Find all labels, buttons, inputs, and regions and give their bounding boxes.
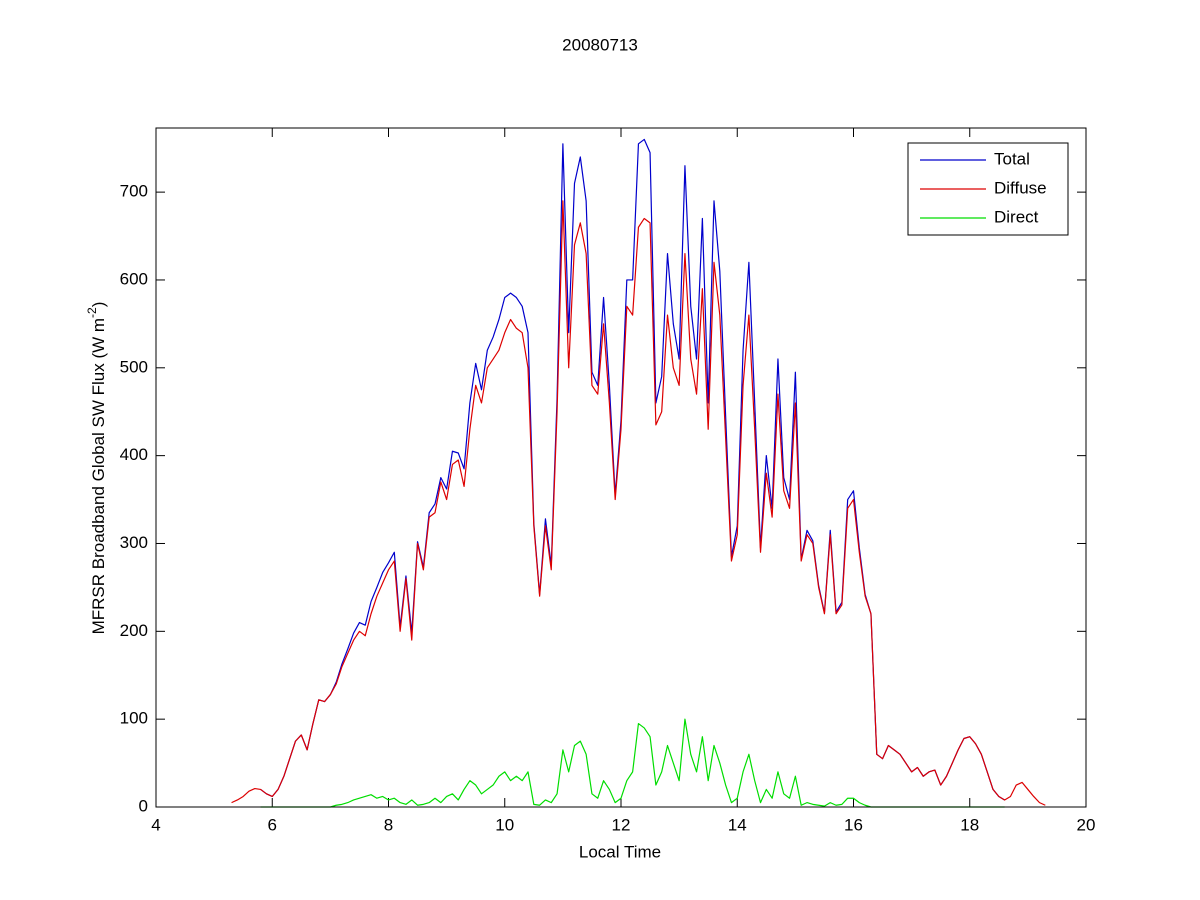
y-axis-label-close: ) [89,302,108,308]
y-tick-label: 600 [120,269,148,288]
y-tick-label: 700 [120,182,148,201]
x-tick-label: 20 [1077,815,1096,834]
x-tick-label: 16 [844,815,863,834]
y-tick-label: 500 [120,357,148,376]
x-tick-label: 8 [384,815,393,834]
x-tick-label: 10 [495,815,514,834]
data-line [231,200,1046,806]
y-tick-label: 200 [120,621,148,640]
y-tick-label: 0 [139,796,148,815]
x-tick-label: 18 [960,815,979,834]
x-tick-label: 4 [151,815,160,834]
y-tick-label: 100 [120,709,148,728]
x-axis-label: Local Time [579,842,661,861]
y-tick-label: 400 [120,445,148,464]
legend-label: Diffuse [994,178,1047,197]
axes-box [155,127,1087,808]
legend-label: Direct [994,207,1039,226]
x-tick-label: 12 [612,815,631,834]
y-axis-label-text: MFRSR Broadband Global SW Flux (W m [89,318,108,634]
chart-title: 20080713 [562,35,638,54]
y-tick-label: 300 [120,533,148,552]
y-axis-label-superscript: -2 [85,307,99,318]
x-tick-label: 6 [268,815,277,834]
x-tick-label: 14 [728,815,747,834]
legend-label: Total [994,149,1030,168]
y-axis-label: MFRSR Broadband Global SW Flux (W m-2) [85,302,108,635]
